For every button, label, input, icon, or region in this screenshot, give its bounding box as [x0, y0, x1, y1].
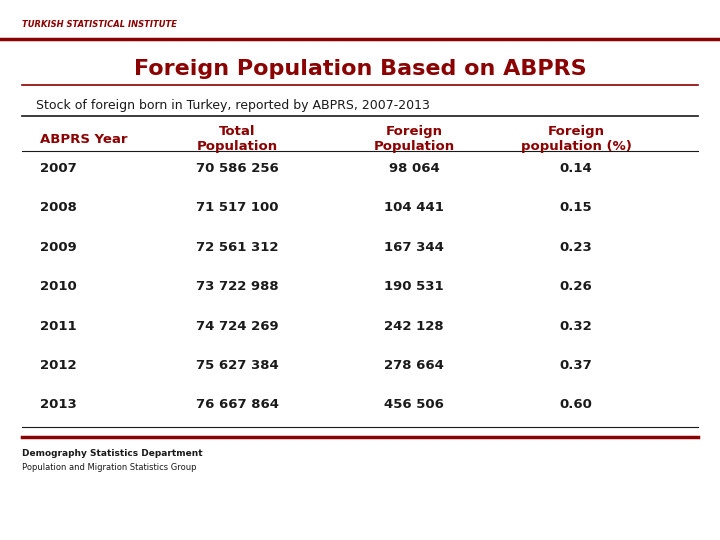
- Text: 0.60: 0.60: [559, 399, 593, 411]
- Text: 167 344: 167 344: [384, 241, 444, 254]
- Text: 2012: 2012: [40, 359, 76, 372]
- Text: Foreign
Population: Foreign Population: [374, 125, 454, 153]
- Text: 2013: 2013: [40, 399, 76, 411]
- Text: 104 441: 104 441: [384, 201, 444, 214]
- Text: 456 506: 456 506: [384, 399, 444, 411]
- Text: 0.15: 0.15: [559, 201, 593, 214]
- Text: 0.32: 0.32: [559, 320, 593, 333]
- Text: 2008: 2008: [40, 201, 76, 214]
- Text: 2009: 2009: [40, 241, 76, 254]
- Text: Population and Migration Statistics Group: Population and Migration Statistics Grou…: [22, 463, 196, 471]
- Text: ABPRS Year: ABPRS Year: [40, 133, 127, 146]
- Text: 98 064: 98 064: [389, 162, 439, 175]
- Text: Demography Statistics Department: Demography Statistics Department: [22, 449, 202, 458]
- Text: 76 667 864: 76 667 864: [196, 399, 279, 411]
- Text: 73 722 988: 73 722 988: [197, 280, 279, 293]
- Text: 71 517 100: 71 517 100: [197, 201, 279, 214]
- Text: 0.37: 0.37: [559, 359, 593, 372]
- Text: Foreign
population (%): Foreign population (%): [521, 125, 631, 153]
- Text: 72 561 312: 72 561 312: [197, 241, 279, 254]
- Text: 0.23: 0.23: [559, 241, 593, 254]
- Text: Total
Population: Total Population: [197, 125, 278, 153]
- Text: 0.26: 0.26: [559, 280, 593, 293]
- Text: 74 724 269: 74 724 269: [197, 320, 279, 333]
- Text: Stock of foreign born in Turkey, reported by ABPRS, 2007-2013: Stock of foreign born in Turkey, reporte…: [36, 99, 430, 112]
- Text: TURKISH STATISTICAL INSTITUTE: TURKISH STATISTICAL INSTITUTE: [22, 20, 176, 29]
- Text: 0.14: 0.14: [559, 162, 593, 175]
- Text: 2007: 2007: [40, 162, 76, 175]
- Text: 2011: 2011: [40, 320, 76, 333]
- Text: 190 531: 190 531: [384, 280, 444, 293]
- Text: 75 627 384: 75 627 384: [197, 359, 279, 372]
- Text: 70 586 256: 70 586 256: [197, 162, 279, 175]
- Text: 2010: 2010: [40, 280, 76, 293]
- Text: 242 128: 242 128: [384, 320, 444, 333]
- Text: Foreign Population Based on ABPRS: Foreign Population Based on ABPRS: [134, 58, 586, 79]
- Text: 278 664: 278 664: [384, 359, 444, 372]
